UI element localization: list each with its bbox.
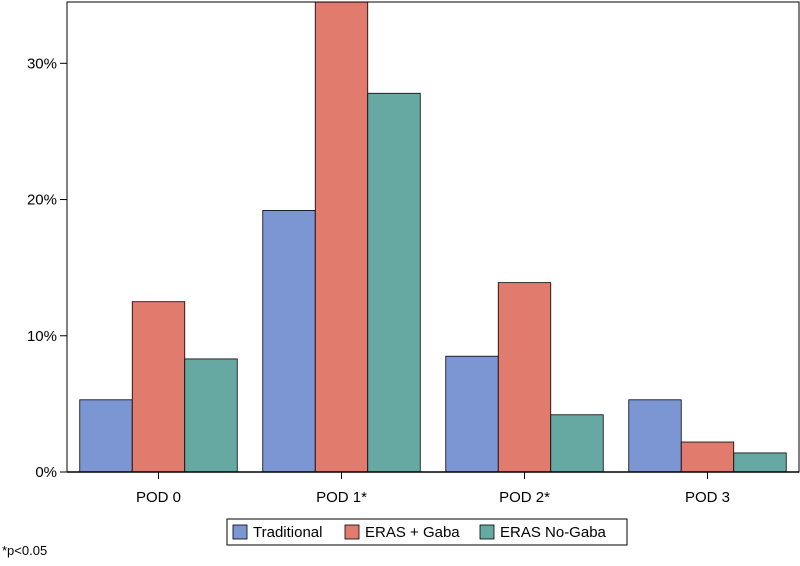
bar-eras-no-gaba-0 <box>184 358 238 473</box>
x-tick-label: POD 1* <box>316 489 367 506</box>
x-tick-label: POD 2* <box>499 489 550 506</box>
legend-swatch-eras-no-gaba <box>479 524 495 540</box>
legend-swatch-eras-gaba <box>344 524 360 540</box>
legend: Traditional ERAS + Gaba ERAS No-Gaba <box>226 518 628 546</box>
legend-swatch-traditional <box>232 524 248 540</box>
bar-eras-gaba-0 <box>131 301 186 473</box>
x-tick-label: POD 0 <box>136 489 181 506</box>
bar-eras-no-gaba-2 <box>550 414 604 473</box>
bar-traditional-0 <box>79 399 133 473</box>
bar-eras-gaba-2 <box>497 282 552 473</box>
legend-box <box>226 518 628 546</box>
legend-label-eras-gaba: ERAS + Gaba <box>365 524 460 541</box>
y-tick-label: 0% <box>35 464 57 481</box>
bar-eras-gaba-1 <box>314 1 369 473</box>
bar-traditional-1 <box>262 210 316 473</box>
bars-layer <box>79 1 787 473</box>
y-tick-label: 30% <box>27 55 57 72</box>
axes-layer: POD 0 POD 1* POD 2* POD 3 0% 10% 20% 30% <box>27 1 800 506</box>
legend-label-eras-no-gaba: ERAS No-Gaba <box>500 524 607 541</box>
x-tick-label: POD 3 <box>685 489 730 506</box>
bar-eras-gaba-3 <box>680 441 735 473</box>
legend-label-traditional: Traditional <box>253 524 322 541</box>
bar-eras-no-gaba-1 <box>367 92 421 473</box>
y-tick-label: 10% <box>27 328 57 345</box>
bar-eras-no-gaba-3 <box>733 452 787 473</box>
bar-traditional-3 <box>628 399 682 473</box>
footnote: *p<0.05 <box>2 543 48 558</box>
bar-traditional-2 <box>445 355 499 473</box>
y-tick-label: 20% <box>27 192 57 209</box>
